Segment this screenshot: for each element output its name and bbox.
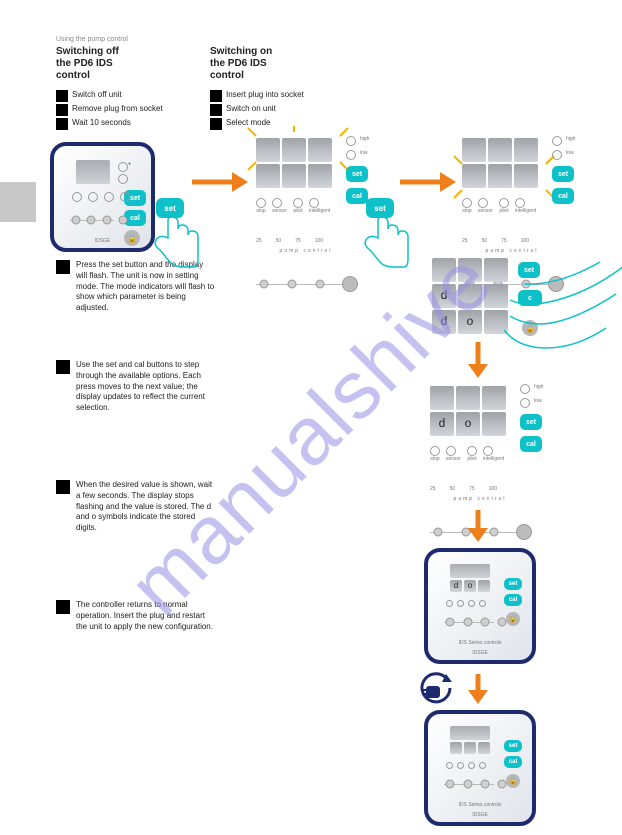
panel2-set: set — [346, 166, 368, 182]
left-bullet-2: Wait 10 seconds — [72, 118, 131, 128]
panel-step2: d do set c 🔒 — [432, 258, 508, 334]
hand-icon — [146, 212, 202, 272]
step-4-body: The controller returns to normal operati… — [76, 600, 213, 631]
header-col-right: Switching on the PD6 IDS control Insert … — [210, 36, 350, 132]
device-initial: ● set cal 🔒 IDSGE — [50, 142, 155, 252]
right-bullet-0: Insert plug into socket — [226, 90, 304, 100]
label-high: ● — [128, 161, 131, 167]
device-step4b: set cal 🔒 IDS Series controls IDSGE — [424, 710, 536, 826]
step-4-text: The controller returns to normal operati… — [56, 600, 216, 632]
dot-low — [118, 174, 128, 184]
device-initial-screen — [76, 160, 110, 184]
rays-top — [244, 126, 354, 176]
arrow-right-2 — [398, 170, 458, 194]
plug-icon — [412, 672, 452, 712]
arrow-down-1 — [466, 340, 490, 380]
hand-press-set-2: set — [360, 198, 420, 278]
device-cal-btn: cal — [124, 210, 146, 226]
pre-heading: Using the pump control — [56, 36, 196, 44]
panel-blink-bottom: high low set cal stop sensor pilot intel… — [462, 138, 612, 201]
arrow-right-1 — [190, 170, 250, 194]
big-hand-icon — [500, 240, 622, 360]
panel-step3: do high low set cal stop sensor pilot in… — [430, 386, 580, 449]
step-3-body: When the desired value is shown, wait a … — [76, 480, 212, 532]
left-title: Switching off the PD6 IDS control — [56, 46, 196, 82]
right-bullet-1: Switch on unit — [226, 104, 276, 114]
device-step4a: d o set cal 🔒 IDS Series controls IDSGE — [424, 548, 536, 664]
hand-icon — [356, 212, 412, 272]
rays-bottom — [450, 154, 560, 204]
left-bullets: Switch off unit Remove plug from socket … — [56, 90, 196, 130]
arrow-down-3 — [466, 672, 490, 706]
right-title: Switching on the PD6 IDS control — [210, 46, 350, 82]
left-bullet-1: Remove plug from socket — [72, 104, 163, 114]
step-3-text: When the desired value is shown, wait a … — [56, 480, 216, 534]
header-col-left: Using the pump control Switching off the… — [56, 36, 196, 132]
arrow-down-2 — [466, 508, 490, 544]
step-2-body: Use the set and cal buttons to step thro… — [76, 360, 205, 412]
panel-blink-top: high low set cal stop sensor pilot intel… — [256, 138, 406, 201]
right-bullets: Insert plug into socket Switch on unit S… — [210, 90, 350, 130]
hand-press-set-1: set — [150, 198, 210, 278]
left-bullet-0: Switch off unit — [72, 90, 122, 100]
page-tab — [0, 182, 36, 222]
brand: IDSGE — [54, 238, 151, 244]
step-2-text: Use the set and cal buttons to step thro… — [56, 360, 216, 414]
dot-high — [118, 162, 128, 172]
